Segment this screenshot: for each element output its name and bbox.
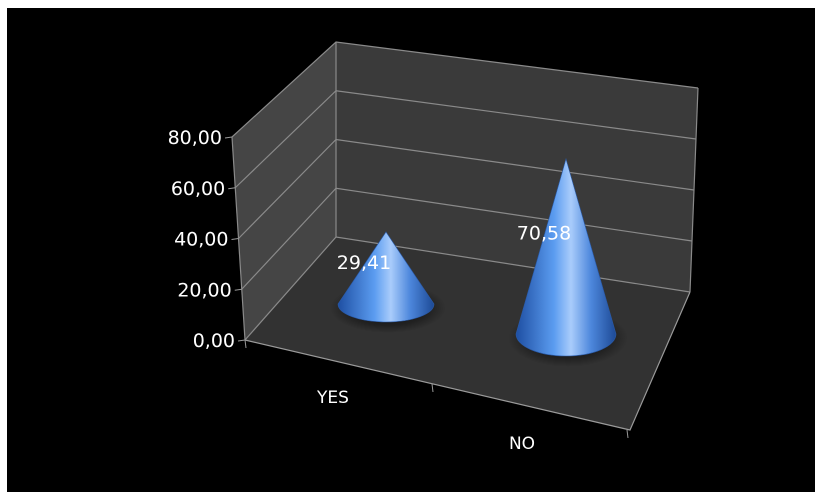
y-tick-mark (224, 136, 233, 139)
y-axis: 0,00 20,00 40,00 60,00 80,00 (168, 127, 246, 352)
data-label: 70,58 (517, 222, 571, 244)
back-wall (336, 42, 698, 292)
x-tick-mark (626, 429, 629, 439)
series-cones (330, 157, 628, 367)
floor-edge (244, 291, 691, 431)
y-tick-mark (237, 339, 246, 342)
x-category-label: YES (316, 388, 349, 408)
data-label: 29,41 (337, 252, 391, 274)
y-tick-label: 0,00 (193, 330, 235, 352)
y-tick-label: 20,00 (177, 279, 231, 301)
cone-no (515, 157, 617, 357)
wall-edge (689, 87, 699, 293)
y-tick-label: 80,00 (168, 127, 222, 149)
y-tick-label: 40,00 (174, 229, 228, 251)
x-axis: YES NO (244, 339, 629, 454)
x-category-label: NO (509, 434, 535, 454)
cone-yes (337, 231, 435, 323)
y-tick-mark (228, 187, 236, 190)
x-tick-mark (244, 339, 247, 349)
y-tick-mark (234, 288, 242, 291)
y-tick-label: 60,00 (171, 178, 225, 200)
y-tick-mark (231, 238, 239, 240)
data-labels: 29,41 70,58 (337, 222, 571, 274)
x-tick-mark (431, 383, 434, 393)
